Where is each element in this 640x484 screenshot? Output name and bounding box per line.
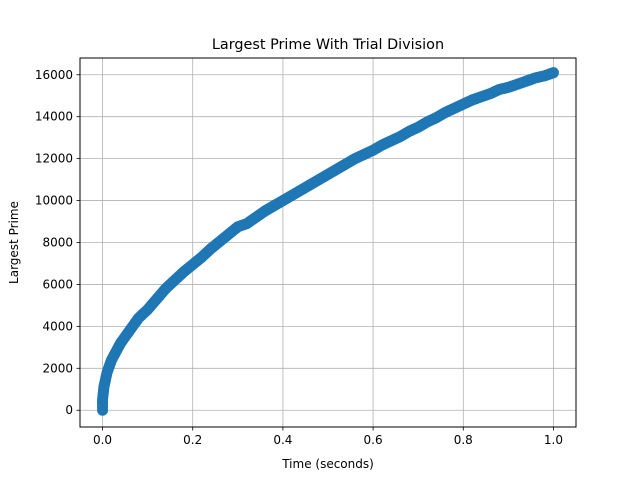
x-tick-label: 1.0 (544, 433, 563, 447)
y-tick-label: 0 (65, 403, 73, 417)
y-tick-label: 6000 (42, 277, 73, 291)
data-point (547, 67, 559, 79)
y-tick-label: 8000 (42, 236, 73, 250)
ticks-layer: 0.0 0.2 0.4 0.6 0.8 1.0 0 2000 4000 6000 8000 10000… (35, 68, 563, 447)
y-tick-label: 16000 (35, 68, 73, 82)
y-tick-label: 2000 (42, 361, 73, 375)
x-tick-label: 0.8 (454, 433, 473, 447)
y-axis-label: Largest Prime (7, 201, 21, 284)
y-tick-label: 14000 (35, 110, 73, 124)
y-tick-label: 12000 (35, 152, 73, 166)
x-axis-label: Time (seconds) (281, 457, 374, 471)
x-tick-label: 0.0 (93, 433, 112, 447)
y-tick-label: 10000 (35, 194, 73, 208)
marks-layer (97, 67, 559, 416)
x-tick-label: 0.2 (183, 433, 202, 447)
grid-layer (80, 58, 576, 427)
x-tick-label: 0.4 (273, 433, 292, 447)
x-tick-label: 0.6 (364, 433, 383, 447)
chart-title: Largest Prime With Trial Division (212, 37, 444, 53)
y-tick-label: 4000 (42, 319, 73, 333)
